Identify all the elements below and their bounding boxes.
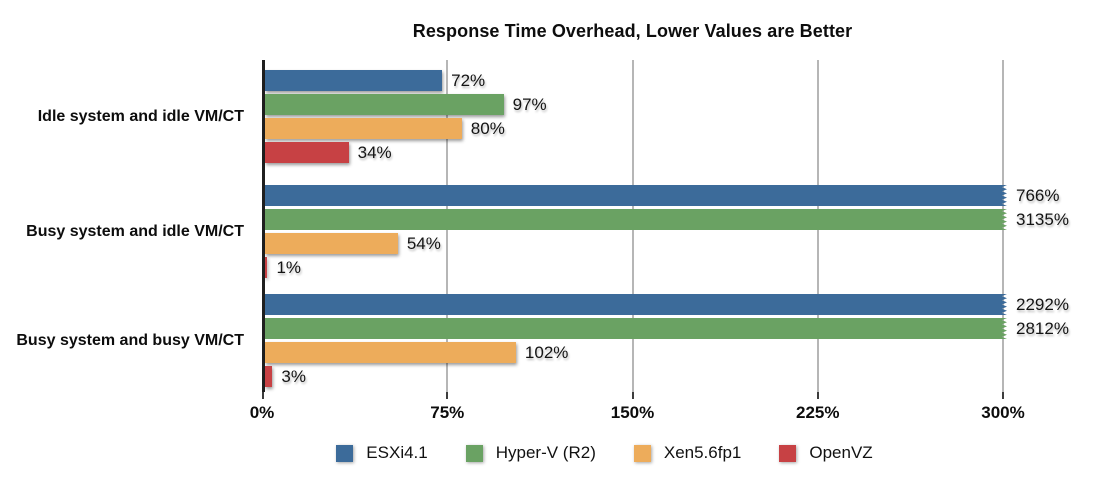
chart-title: Response Time Overhead, Lower Values are… (412, 21, 853, 41)
bar-value-label: 2812% (1016, 319, 1069, 338)
bar-row: 2292% (265, 294, 1069, 315)
x-axis-tick (631, 392, 634, 399)
legend-label-hyper-v-r2: Hyper-V (R2) (495, 443, 596, 462)
legend-item-xen5-6fp1: Xen5.6fp1 (633, 443, 742, 463)
legend-label-openvz: OpenVZ (809, 443, 873, 462)
bar-hyper-v-r2-busy-system-and-idle-vm-ct (265, 209, 1007, 230)
bar-value-label: 102% (524, 343, 569, 362)
category-label-busy-system-and-busy-vm-ct: Busy system and busy VM/CT (16, 331, 244, 349)
bar-row: 72% (265, 70, 1003, 91)
legend-swatch-openvz (779, 444, 797, 462)
legend-item-esxi4-1: ESXi4.1 (336, 443, 428, 463)
legend-swatch-xen5-6fp1 (633, 444, 651, 462)
x-axis-tick (1002, 392, 1004, 399)
x-axis-label-225: 225% (796, 403, 840, 422)
bar-value-label: 34% (357, 143, 392, 162)
legend-swatch-esxi4-1 (336, 444, 354, 462)
bar-esxi4-1-busy-system-and-idle-vm-ct (265, 185, 1007, 206)
bar-row: 97% (265, 94, 1003, 115)
bar-row: 766% (265, 185, 1059, 206)
bar-xen5-6fp1-idle-system-and-idle-vm-ct (265, 118, 462, 139)
x-axis-tick (446, 392, 449, 399)
bar-row: 54% (265, 233, 1003, 254)
legend-swatch-hyper-v-r2 (465, 444, 483, 462)
bar-value-label: 80% (470, 119, 505, 138)
bar-hyper-v-r2-busy-system-and-busy-vm-ct (265, 318, 1007, 339)
bar-value-label: 1% (276, 258, 302, 277)
bar-esxi4-1-busy-system-and-busy-vm-ct (265, 294, 1007, 315)
bar-row: 1% (265, 257, 1003, 278)
bar-value-label: 2292% (1016, 295, 1069, 314)
bar-value-label: 72% (451, 71, 486, 90)
bar-row: 2812% (265, 318, 1069, 339)
legend-label-xen5-6fp1: Xen5.6fp1 (663, 443, 742, 462)
bar-value-label: 54% (406, 234, 441, 253)
bar-openvz-busy-system-and-idle-vm-ct (265, 257, 268, 278)
legend-label-esxi4-1: ESXi4.1 (366, 443, 428, 462)
legend-item-openvz: OpenVZ (779, 443, 873, 463)
bar-hyper-v-r2-idle-system-and-idle-vm-ct (265, 94, 504, 115)
bar-openvz-idle-system-and-idle-vm-ct (265, 142, 349, 163)
bar-value-label: 3% (281, 367, 306, 386)
x-axis-label-150: 150% (610, 403, 655, 422)
x-axis: 0% 75% 150% 225% 300% (250, 392, 1025, 432)
x-axis-label-0: 0% (249, 403, 275, 422)
bar-xen5-6fp1-busy-system-and-idle-vm-ct (265, 233, 398, 254)
x-axis-label-300: 300% (981, 403, 1025, 422)
category-label-idle-system-and-idle-vm-ct: Idle system and idle VM/CT (37, 107, 244, 125)
bar-value-label: 3135% (1016, 210, 1069, 229)
bar-row: 3135% (265, 209, 1069, 230)
bar-row: 102% (265, 342, 1003, 363)
bar-xen5-6fp1-busy-system-and-busy-vm-ct (265, 342, 516, 363)
bar-value-label: 766% (1016, 186, 1060, 205)
bar-row: 34% (265, 142, 1003, 163)
plot-area: 0% 75% 150% 225% 300% Idle system and idle V… (16, 60, 1069, 422)
legend: ESXi4.1 Hyper-V (R2) Xen5.6fp1 OpenVZ (58, 443, 1093, 463)
category-label-busy-system-and-idle-vm-ct: Busy system and idle VM/CT (26, 222, 244, 240)
bar-openvz-busy-system-and-busy-vm-ct (265, 366, 273, 387)
bar-esxi4-1-idle-system-and-idle-vm-ct (265, 70, 443, 91)
x-axis-label-75: 75% (430, 403, 465, 422)
x-axis-tick (262, 392, 264, 399)
y-axis-line (262, 60, 265, 392)
x-axis-tick (816, 392, 819, 399)
bar-value-label: 97% (512, 95, 547, 114)
legend-item-hyper-v-r2: Hyper-V (R2) (465, 443, 596, 463)
bar-row: 3% (265, 366, 1003, 387)
bar-row: 80% (265, 118, 1003, 139)
